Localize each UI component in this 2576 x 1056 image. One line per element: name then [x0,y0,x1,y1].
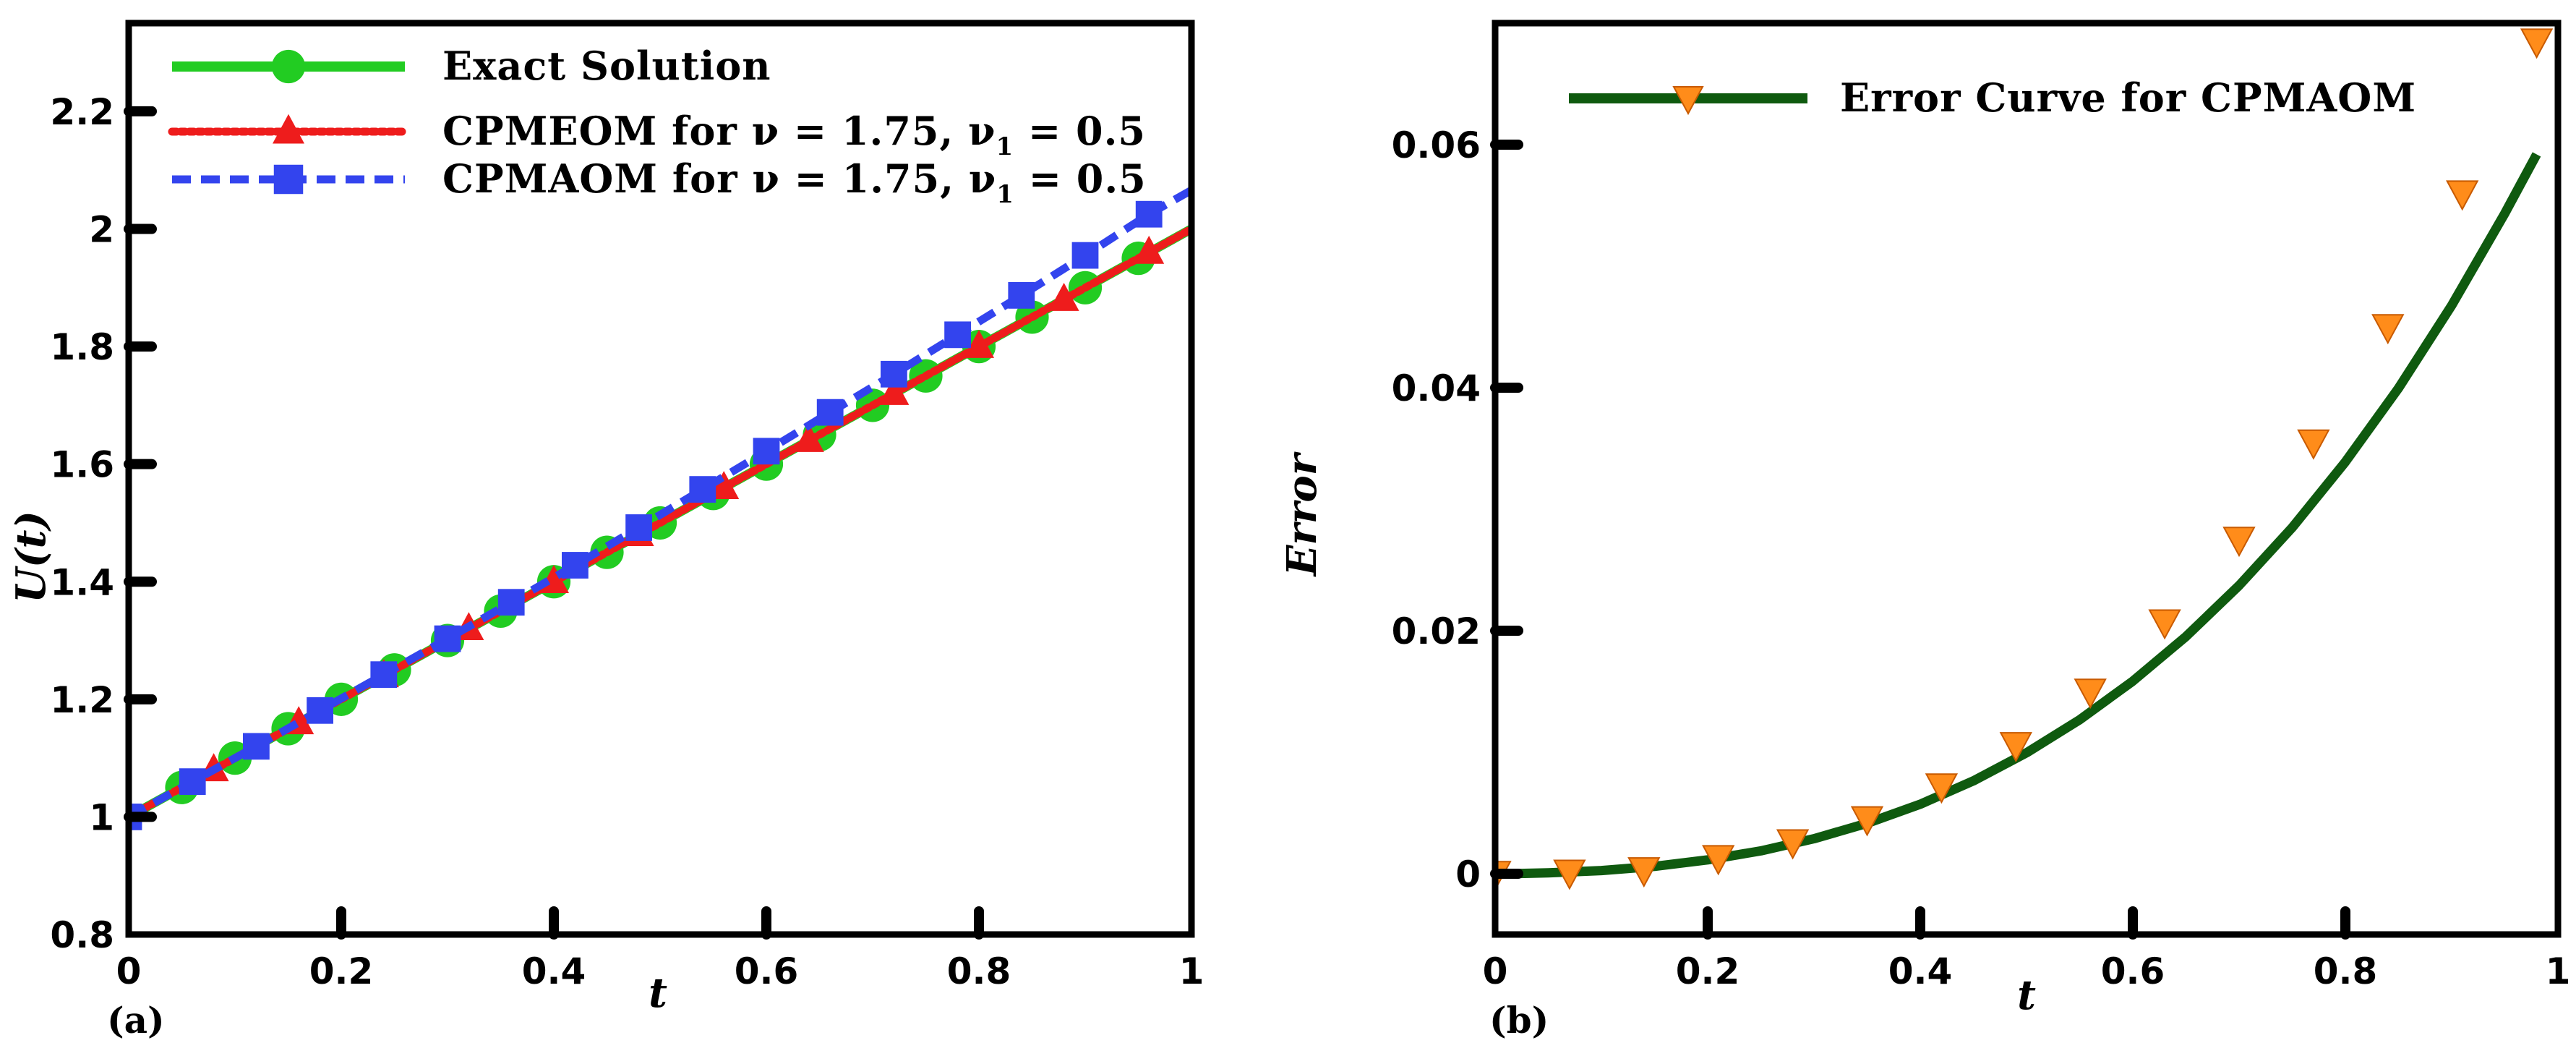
panel-0-y-tick-label-5: 1.8 [50,326,114,368]
panel-a-axes-frame [125,20,1195,938]
panel-1-series-0-marker-1 [1553,859,1586,890]
panel-1-series-0-marker-12 [2371,314,2405,345]
panel-0-series-2-marker-15 [1071,242,1099,269]
panel-1-series-0-marker-4 [1776,829,1810,860]
panel-b-y-axis-title-group: Error [1278,451,1326,577]
panel-1-legend-marker-0 [1672,86,1704,116]
panel-b-ticks: 0 0.2 0.4 0.6 0.8 1 0 0.02 0.04 0.06 [1392,124,2571,992]
panel-1-series-0-marker-10 [2222,527,2256,558]
panel-1-x-tick-label-5: 1 [2546,950,2571,992]
panel-0-series-2-marker-11 [816,399,844,426]
panel-b-axes-frame [1492,20,2562,938]
panel-0-legend-label-2: CPMAOM for ν = 1.75, ν1 = 0.5 [442,156,1147,209]
panel-0-x-tick-label-0: 0 [116,950,142,992]
panel-0-series-2-marker-14 [1008,281,1035,309]
panel-a-label: (a) [107,999,165,1042]
panel-b-legend: Error Curve for CPMAOM [1569,74,2416,121]
panel-0-series-2-marker-4 [370,661,398,689]
panel-b-plot-area [1495,28,2554,892]
panel-a-plot-area [129,187,1191,830]
panel-1-series-0-marker-8 [2074,678,2107,710]
panel-1-series-0-marker-7 [1999,732,2032,763]
panel-1-series-0-marker-6 [1925,773,1959,804]
panel-0-legend-marker-1 [273,114,304,144]
panel-0-y-tick-label-7: 2.2 [50,91,114,133]
panel-0-x-tick-label-3: 0.6 [735,950,799,992]
panel-1-series-0-marker-13 [2446,180,2479,211]
panel-b-y-axis-title: Error [1278,451,1326,577]
panel-0-series-2-marker-3 [307,697,333,724]
panel-1-x-tick-label-4: 0.8 [2314,950,2378,992]
panel-b-x-axis-title: t [2017,971,2036,1019]
panel-0-legend-marker-2 [273,164,304,195]
panel-1-series-0-marker-11 [2297,429,2330,460]
panel-1-series-0-marker-14 [2520,28,2554,59]
panel-1-legend-label-0: Error Curve for CPMAOM [1840,74,2416,121]
panel-0-y-tick-label-4: 1.6 [50,444,114,486]
panel-0-series-1-marker-6 [709,471,740,499]
panel-0-series-2-marker-5 [434,625,461,652]
panel-0-series-2-marker-16 [1135,200,1163,228]
panel-1-series-0-marker-2 [1627,857,1661,888]
panel-0-x-tick-label-1: 0.2 [309,950,374,992]
panel-0-series-1-marker-9 [964,329,994,358]
panel-0-x-tick-label-4: 0.8 [947,950,1011,992]
panel-a-y-axis-title: U(t) [7,511,55,603]
panel-1-y-tick-label-3: 0.06 [1392,124,1481,166]
panel-0-series-2-marker-2 [243,733,270,760]
panel-0-series-2-marker-8 [625,514,652,541]
panel-0-y-tick-label-2: 1.2 [50,679,114,721]
panel-1-x-tick-label-3: 0.6 [2101,950,2165,992]
panel-0-legend-label-0: Exact Solution [442,43,771,89]
panel-0-series-1-marker-8 [878,377,910,405]
panel-1-y-tick-label-1: 0.02 [1392,610,1481,652]
panel-a-x-axis-title: t [649,969,667,1017]
panel-1-x-tick-label-1: 0.2 [1676,950,1740,992]
panel-0-series-2-marker-7 [562,552,589,579]
panel-a-ticks: 0 0.2 0.4 0.6 0.8 1 0.8 1 1.2 1.4 1.6 1.8 2 2.2 [50,91,1204,992]
panel-0-series-1-marker-7 [793,424,824,452]
panel-0-series-2-marker-10 [753,438,780,465]
panel-0-series-2-marker-13 [944,321,971,349]
panel-0-series-2-marker-12 [881,360,907,388]
panel-b-label: (b) [1489,999,1549,1042]
panel-a-chart: 0 0.2 0.4 0.6 0.8 1 0.8 1 1.2 1.4 1.6 1.8 2 2.2 t U(t… [7,20,1204,1042]
panel-1-series-0-line [1495,152,2541,879]
panel-0-y-tick-label-1: 1 [89,796,114,838]
panel-a-y-axis-title-group: U(t) [7,511,55,603]
panel-0-series-2-marker-1 [179,768,206,796]
panel-1-series-0-marker-3 [1702,845,1735,876]
panel-1-x-tick-label-0: 0 [1483,950,1508,992]
panel-1-series-0-marker-9 [2148,609,2181,640]
panel-0-series-1-marker-10 [1048,282,1079,311]
panel-1-x-tick-label-2: 0.4 [1888,950,1953,992]
panel-0-y-tick-label-3: 1.4 [50,561,114,603]
panel-0-y-tick-label-6: 2 [89,209,114,251]
panel-0-x-tick-label-2: 0.4 [522,950,586,992]
panel-0-series-2-marker-9 [689,476,716,503]
panel-0-series-1-marker-11 [1134,235,1165,264]
panel-0-y-tick-label-0: 0.8 [50,914,114,956]
panel-0-x-tick-label-5: 1 [1179,950,1204,992]
panel-1-y-tick-label-0: 0 [1455,853,1481,895]
panel-b-chart: 0 0.2 0.4 0.6 0.8 100.020.040.06 t Error (b) … [1278,20,2571,1042]
panel-1-y-tick-label-2: 0.04 [1392,367,1481,409]
panel-1-series-0-marker-5 [1850,806,1884,837]
panel-a-legend: Exact Solution CPMEOM for ν = 1.75, ν1 = … [168,43,1147,209]
panel-0-legend-label-1: CPMEOM for ν = 1.75, ν1 = 0.5 [442,108,1146,161]
panel-0-legend-marker-0 [271,49,306,84]
panel-0-series-2-marker-6 [497,589,525,616]
